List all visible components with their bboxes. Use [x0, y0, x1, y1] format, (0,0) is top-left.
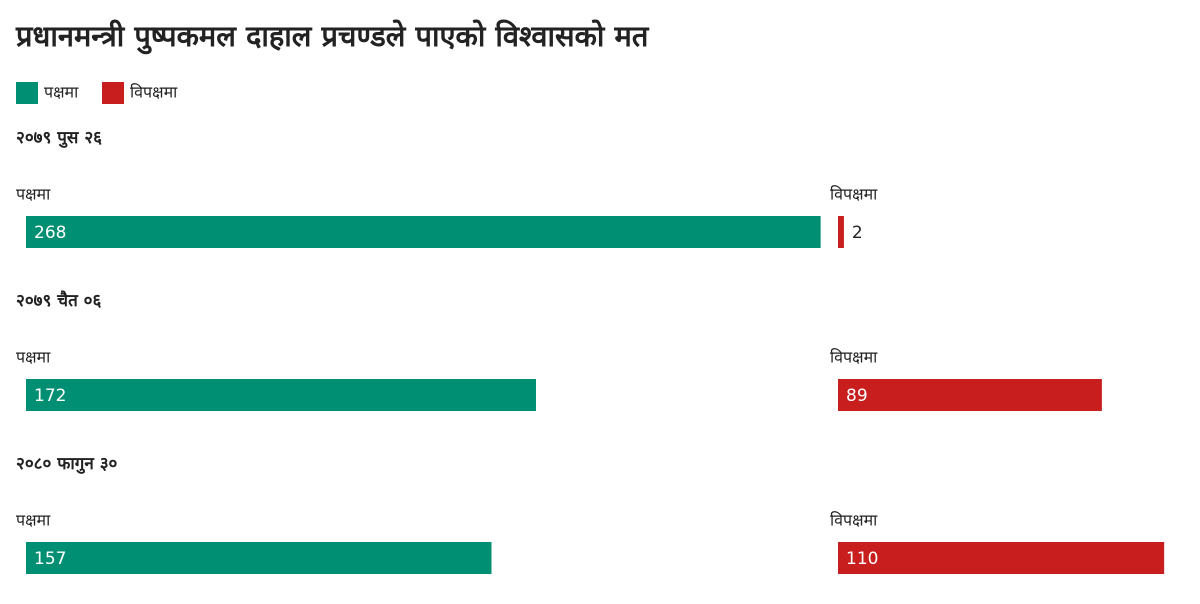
legend-label: पक्षमा — [44, 83, 79, 102]
value-label: 110 — [846, 549, 878, 569]
legend-label: विपक्षमा — [130, 83, 178, 102]
series-label: विपक्षमा — [830, 511, 878, 530]
bar — [838, 542, 1165, 574]
bar — [26, 542, 492, 574]
legend-swatch — [16, 82, 38, 104]
value-label: 172 — [34, 386, 66, 406]
series-label: पक्षमा — [16, 185, 51, 204]
series-label: पक्षमा — [16, 348, 51, 367]
legend-swatch — [102, 82, 124, 104]
value-label: 268 — [34, 223, 66, 243]
bar — [838, 379, 1102, 411]
value-label: 89 — [846, 386, 868, 406]
bar — [26, 379, 536, 411]
group-label: २०७९ चैत ०६ — [16, 290, 102, 311]
bar — [26, 216, 821, 248]
bar — [838, 216, 844, 248]
group-label: २०८० फागुन ३० — [16, 454, 118, 474]
series-label: पक्षमा — [16, 511, 51, 530]
value-label: 157 — [34, 549, 66, 569]
series-label: विपक्षमा — [830, 185, 878, 204]
value-label: 2 — [852, 223, 863, 243]
group-label: २०७९ पुस २६ — [16, 128, 102, 148]
chart-title: प्रधानमन्त्री पुष्पकमल दाहाल प्रचण्डले प… — [15, 19, 650, 55]
series-label: विपक्षमा — [830, 348, 878, 367]
